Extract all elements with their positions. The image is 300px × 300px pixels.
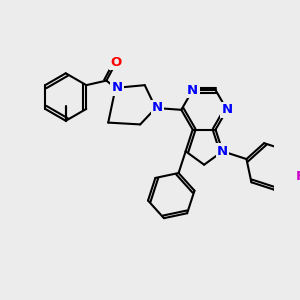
Text: N: N — [152, 101, 163, 115]
Text: F: F — [296, 170, 300, 183]
Text: N: N — [112, 81, 123, 94]
Text: O: O — [110, 56, 121, 69]
Text: N: N — [217, 145, 228, 158]
Text: N: N — [221, 103, 233, 116]
Text: N: N — [187, 83, 198, 97]
